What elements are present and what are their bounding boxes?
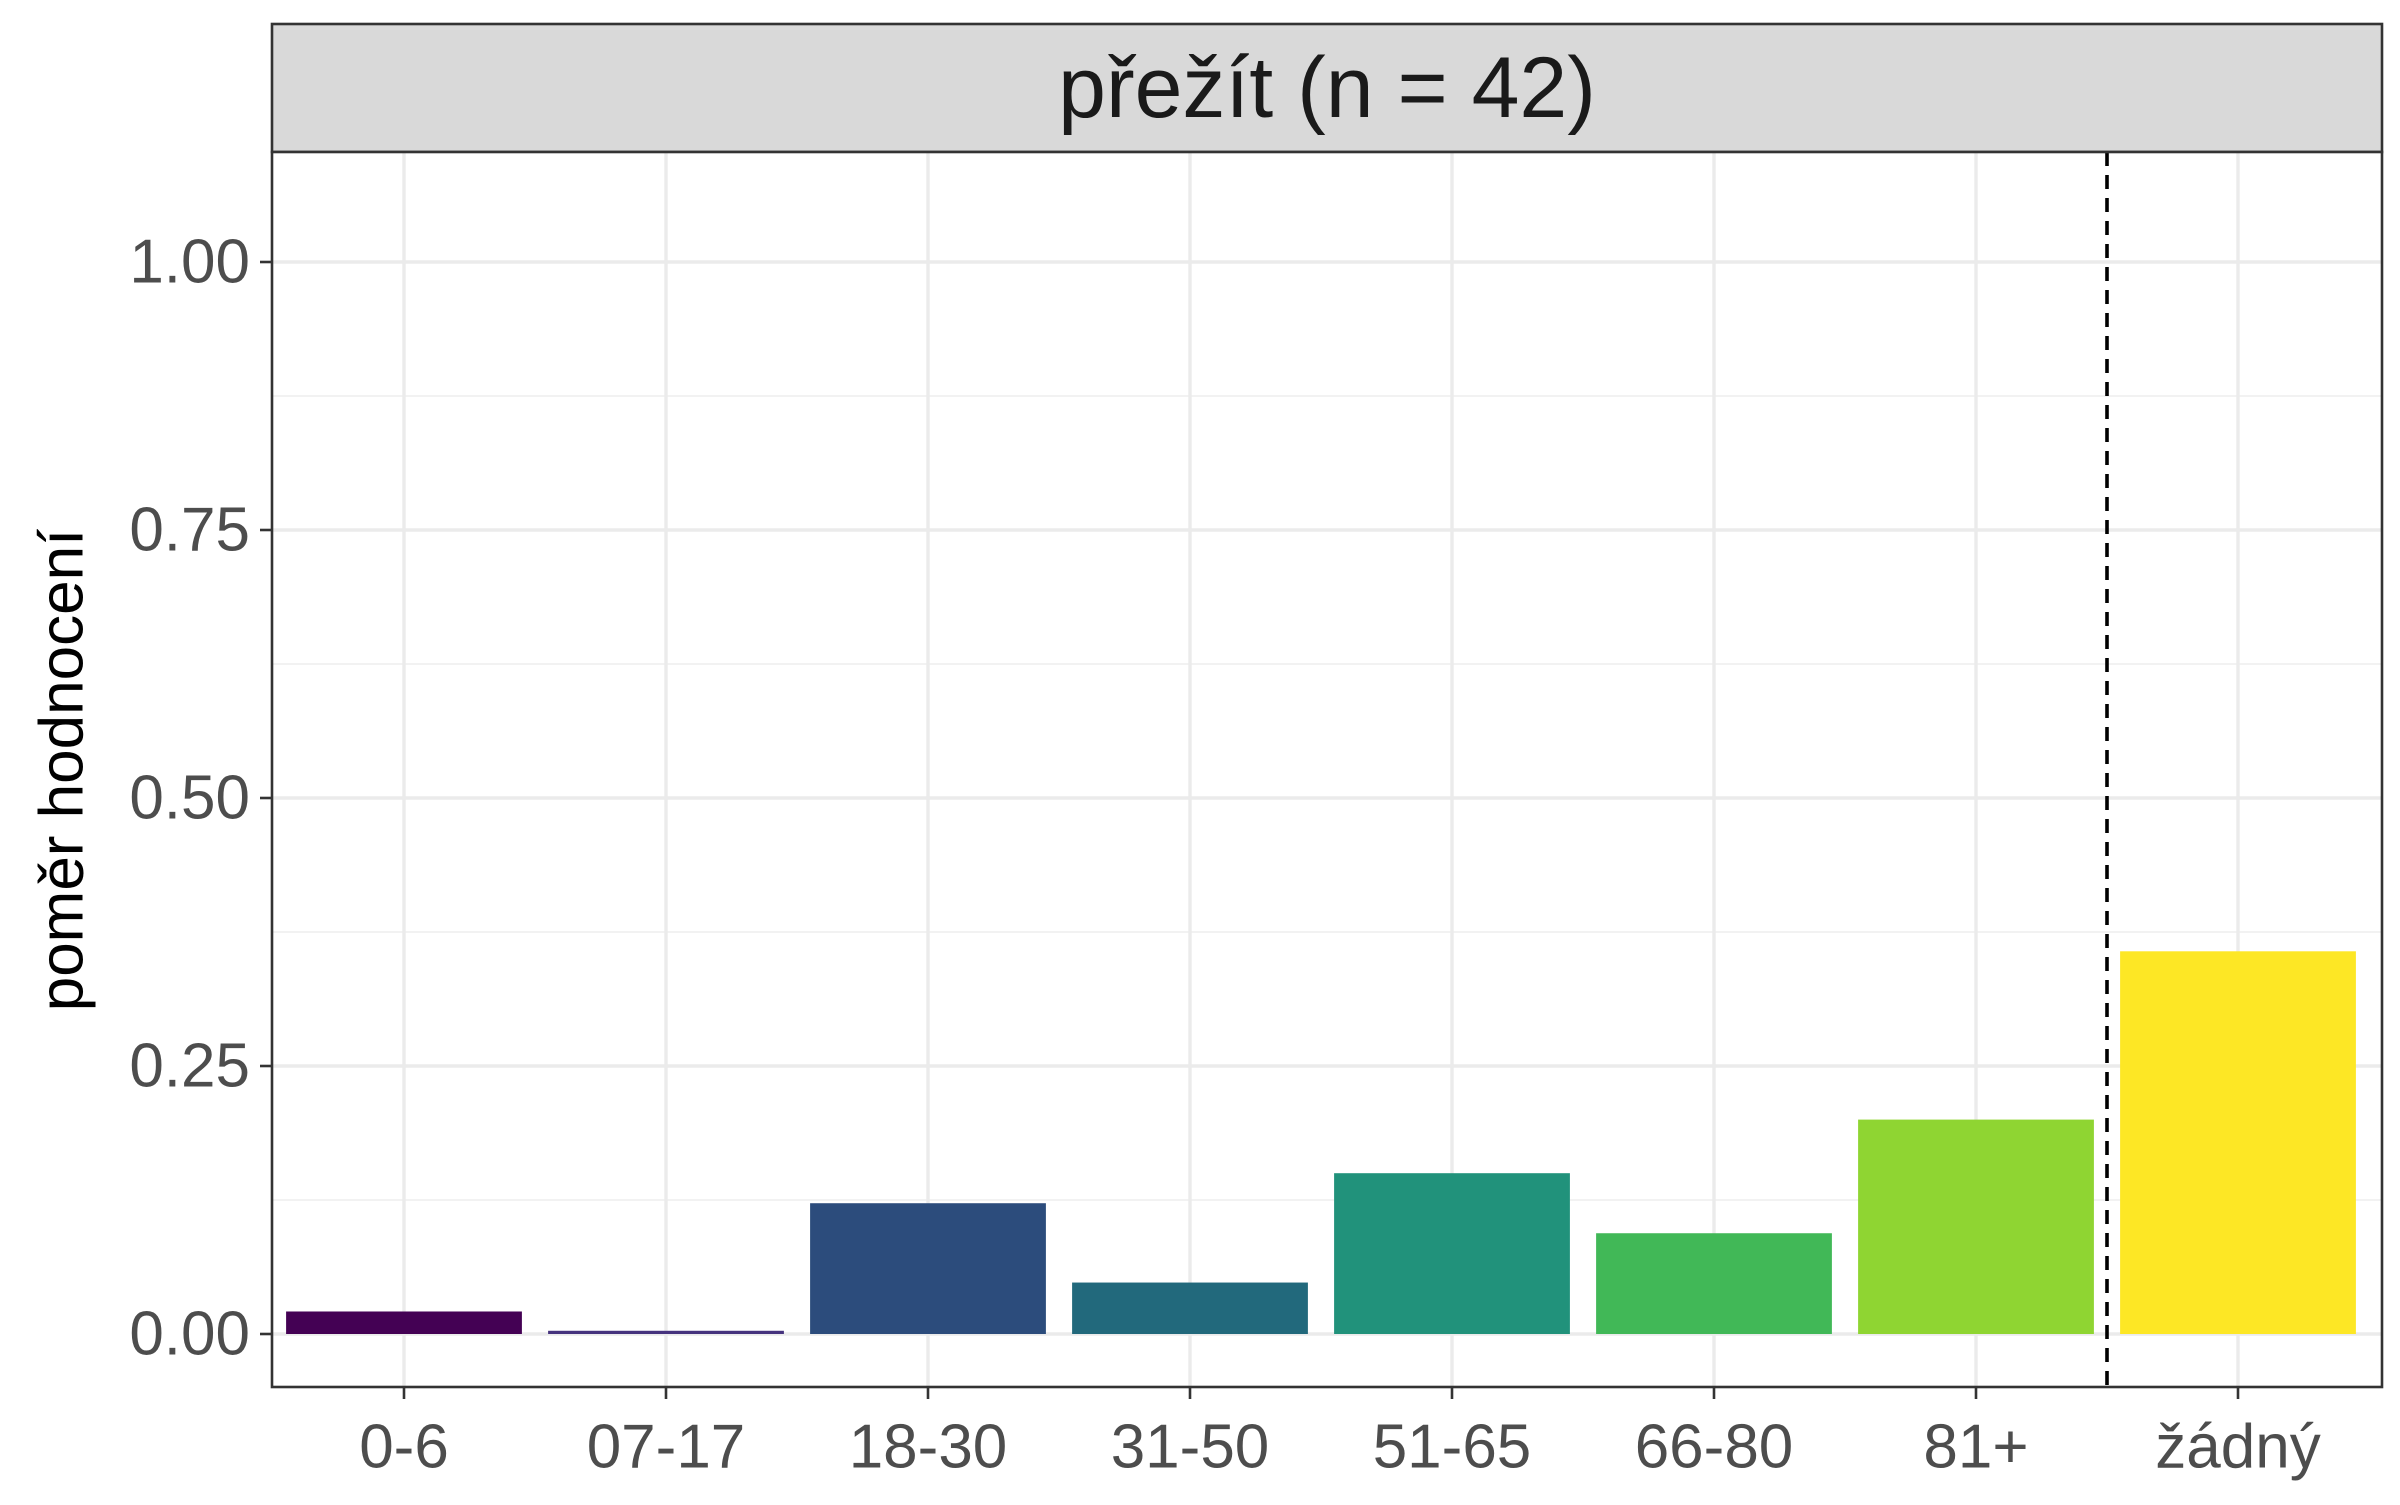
x-tick-label: 0-6 [359,1413,449,1482]
y-tick-label: 0.75 [129,496,250,565]
bars [286,951,2356,1334]
bar-81+ [1858,1119,2094,1334]
y-tick-label: 0.00 [129,1300,250,1369]
x-tick-label: žádný [2155,1413,2320,1482]
x-tick-label: 81+ [1923,1413,2028,1482]
bar-18-30 [810,1203,1046,1334]
plot-panel [270,150,2384,1389]
bar-66-80 [1596,1233,1832,1334]
y-tick-label: 0.50 [129,764,250,833]
x-tick-label: 18-30 [849,1413,1008,1482]
x-tick-label: 07-17 [587,1413,746,1482]
x-tick-label: 51-65 [1373,1413,1532,1482]
bar-0-6 [286,1311,522,1334]
facet-title: přežít (n = 42) [1058,40,1596,136]
bar-07-17 [548,1330,784,1334]
bar-31-50 [1072,1282,1308,1334]
y-axis-title: poměr hodnocení [28,529,97,1012]
bar-51-65 [1334,1173,1570,1334]
x-tick-label: 66-80 [1635,1413,1794,1482]
x-tick-label: 31-50 [1111,1413,1270,1482]
y-axis: 0.00 0.25 0.50 0.75 1.00 [129,228,272,1369]
facet-strip [270,22,2384,154]
y-tick-label: 0.25 [129,1032,250,1101]
y-tick-label: 1.00 [129,228,250,297]
panel-border [270,150,2384,1389]
x-axis: 0-6 07-17 18-30 31-50 51-65 66-80 81+ žádný [359,1387,2321,1482]
bar-žádný [2120,951,2356,1334]
